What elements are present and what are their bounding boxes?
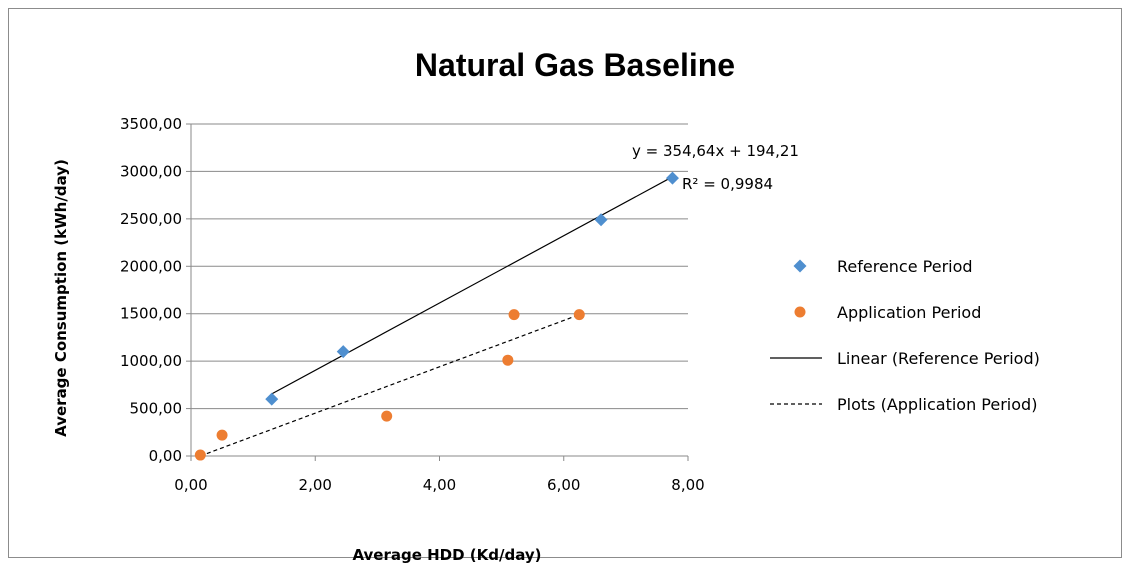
x-tick-label: 2,00	[299, 476, 332, 494]
tick-labels: 0,00 500,00 1000,00 1500,00 2000,00 2500,00 30…	[120, 115, 705, 494]
y-tick-label: 0,00	[149, 447, 182, 465]
x-tick-label: 6,00	[547, 476, 580, 494]
y-axis-label: Average Consumption (kWh/day)	[52, 159, 70, 437]
legend: Reference Period Application Period Linear…	[770, 257, 1040, 414]
legend-label: Reference Period	[837, 257, 973, 276]
legend-label: Plots (Application Period)	[837, 395, 1037, 414]
chart-frame	[8, 8, 1122, 558]
application-trend-line	[200, 314, 580, 457]
axes	[186, 123, 689, 461]
legend-label: Linear (Reference Period)	[837, 349, 1040, 368]
legend-reference-marker	[793, 259, 807, 273]
reference-point	[336, 345, 350, 359]
y-tick-label: 3500,00	[120, 115, 182, 133]
chart-title: Natural Gas Baseline	[415, 47, 735, 83]
x-tick-label: 0,00	[174, 476, 207, 494]
application-point	[194, 449, 206, 461]
application-point	[381, 410, 393, 422]
reference-point	[265, 392, 279, 406]
y-tick-label: 1000,00	[120, 352, 182, 370]
y-tick-label: 2000,00	[120, 257, 182, 275]
x-tick-label: 8,00	[671, 476, 704, 494]
legend-label: Application Period	[837, 303, 981, 322]
y-tick-label: 3000,00	[120, 162, 182, 180]
trendline-equation: y = 354,64x + 194,21	[632, 142, 799, 160]
legend-application-marker	[794, 306, 806, 318]
data-points	[194, 171, 679, 461]
grid	[191, 123, 688, 410]
x-axis-label: Average HDD (Kd/day)	[352, 546, 541, 564]
y-tick-label: 2500,00	[120, 210, 182, 228]
x-tick-label: 4,00	[423, 476, 456, 494]
application-point	[508, 309, 520, 321]
application-point	[502, 354, 514, 366]
trend-lines	[200, 176, 673, 457]
y-tick-label: 500,00	[130, 400, 183, 418]
y-tick-label: 1500,00	[120, 305, 182, 323]
reference-point	[594, 213, 608, 227]
reference-point	[665, 171, 679, 185]
application-point	[573, 309, 585, 321]
reference-trend-line	[271, 176, 673, 395]
application-point	[216, 429, 228, 441]
trendline-r-squared: R² = 0,9984	[682, 175, 773, 193]
